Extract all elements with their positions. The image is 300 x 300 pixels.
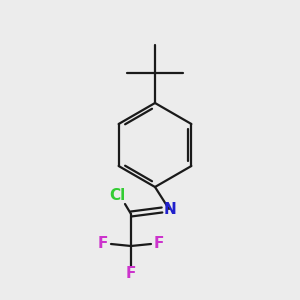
Text: Cl: Cl — [109, 188, 125, 203]
Text: F: F — [98, 236, 108, 251]
Text: N: N — [164, 202, 176, 217]
Text: F: F — [154, 236, 164, 251]
Text: F: F — [126, 266, 136, 281]
